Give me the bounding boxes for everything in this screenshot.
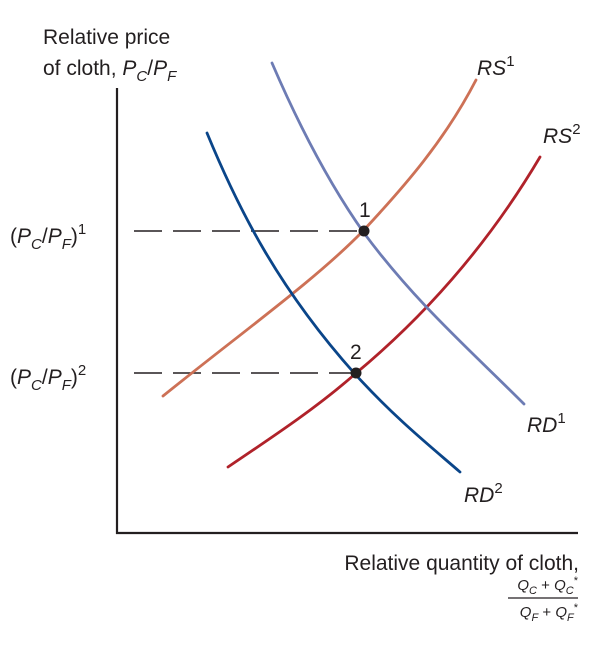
rs2-label: RS2: [543, 121, 581, 148]
equilibrium-point-2-label: 2: [350, 341, 362, 364]
rs1-label: RS1: [477, 53, 515, 80]
rd1-curve: [270, 61, 526, 406]
price-level-2-label: (PC/PF)2: [10, 362, 86, 394]
rd2-curve: [205, 131, 462, 474]
y-axis-title-line1: Relative price: [43, 26, 170, 49]
equilibrium-point-1-label: 1: [359, 199, 371, 222]
rs1-curve: [161, 78, 478, 398]
y-axis-title-line2: of cloth, PC/PF: [43, 57, 177, 85]
rd1-label: RD1: [527, 410, 566, 437]
rd2-label: RD2: [464, 480, 503, 507]
x-axis-title-denominator: QF + QF*: [520, 602, 579, 624]
equilibrium-point-1: [358, 225, 370, 237]
price-level-1-label: (PC/PF)1: [10, 221, 86, 253]
x-axis-title-numerator: QC + QC*: [517, 575, 578, 597]
equilibrium-point-2: [350, 367, 362, 379]
x-axis-title-line1: Relative quantity of cloth,: [344, 552, 579, 575]
rs2-curve: [226, 155, 542, 469]
